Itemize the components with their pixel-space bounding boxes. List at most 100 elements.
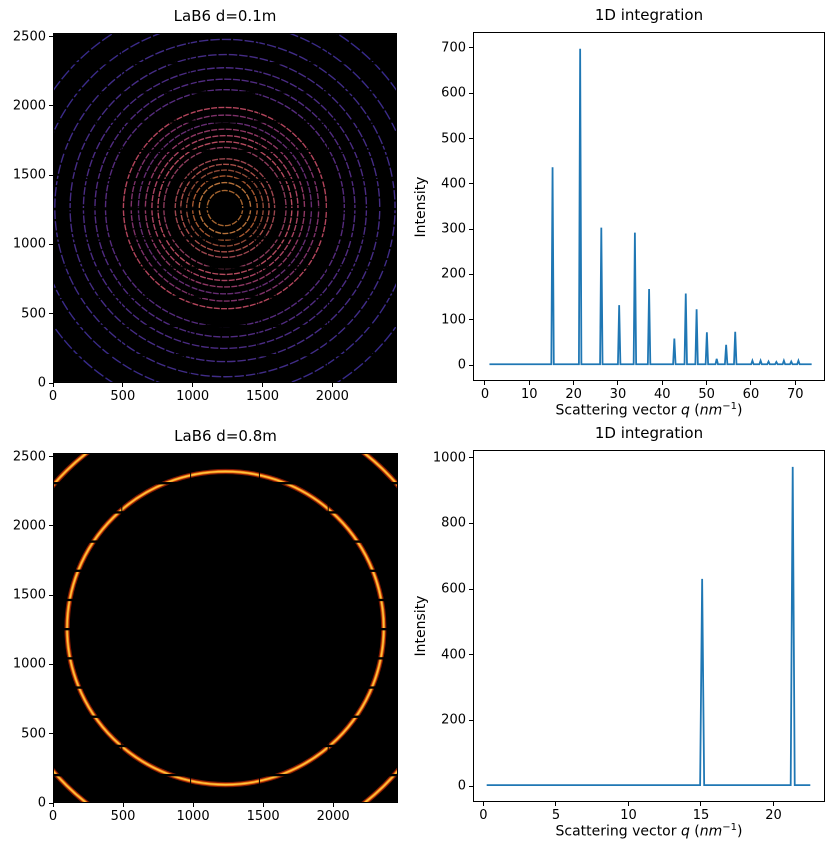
- x-tick-label: 30: [609, 387, 627, 402]
- x-axis-label: Scattering vector q (nm−1): [555, 401, 743, 419]
- integration-plot-d08: [473, 450, 825, 802]
- x-tick-label: 0: [479, 808, 488, 823]
- x-tick-mark: [617, 381, 619, 385]
- x-tick-label: 0: [48, 389, 58, 404]
- y-tick-label: 100: [441, 312, 466, 328]
- y-tick-mark: [49, 105, 53, 107]
- x-tick-label: 70: [787, 387, 804, 402]
- module-gap-horizontal: [54, 208, 396, 211]
- y-tick-label: 1000: [12, 236, 46, 252]
- module-gap-horizontal: [54, 773, 397, 777]
- y-tick-mark: [469, 364, 473, 366]
- x-tick-label: 5: [551, 808, 561, 823]
- y-tick-mark: [469, 654, 473, 656]
- x-axis-label: Scattering vector q (nm−1): [555, 822, 743, 840]
- module-gap-vertical: [326, 34, 328, 382]
- y-tick-label: 600: [441, 581, 466, 597]
- y-tick-mark: [49, 525, 53, 527]
- module-gap-vertical: [189, 34, 191, 382]
- module-gap-horizontal: [54, 482, 397, 485]
- module-gap-horizontal: [54, 569, 397, 572]
- y-tick-label: 500: [441, 131, 466, 146]
- y-tick-mark: [469, 588, 473, 590]
- x-tick-mark: [627, 802, 629, 806]
- x-tick-mark: [773, 802, 774, 806]
- y-tick-mark: [469, 228, 473, 230]
- module-gap-vertical: [121, 454, 123, 802]
- module-gap-horizontal: [54, 91, 396, 94]
- x-tick-mark: [700, 802, 702, 806]
- module-gap-vertical: [258, 34, 260, 382]
- module-gap-horizontal: [54, 511, 397, 514]
- y-tick-label: 800: [441, 515, 466, 531]
- x-tick-mark: [122, 383, 124, 387]
- y-tick-mark: [469, 785, 473, 787]
- module-gap-horizontal: [54, 324, 396, 328]
- x-tick-mark: [332, 803, 334, 807]
- module-gap-horizontal: [54, 628, 397, 631]
- y-tick-label: 0: [457, 357, 466, 373]
- detector-image-d08: [53, 453, 398, 803]
- x-tick-mark: [331, 383, 333, 387]
- y-tick-mark: [49, 382, 53, 384]
- x-tick-mark: [192, 803, 194, 807]
- x-tick-mark: [122, 803, 124, 807]
- x-tick-label: 20: [765, 808, 782, 823]
- y-tick-label: 500: [21, 726, 46, 742]
- y-tick-label: 300: [441, 221, 466, 237]
- y-tick-mark: [469, 92, 473, 94]
- module-gap-horizontal: [54, 237, 396, 240]
- y-tick-mark: [49, 594, 53, 596]
- module-gap-horizontal: [54, 657, 397, 660]
- module-gap-horizontal: [54, 598, 397, 602]
- y-axis-label: Intensity: [413, 595, 429, 657]
- x-tick-mark: [661, 381, 663, 385]
- y-tick-mark: [469, 47, 473, 49]
- intensity-curve: [489, 48, 812, 366]
- y-tick-mark: [469, 273, 473, 275]
- y-tick-label: 1000: [432, 450, 466, 466]
- y-tick-mark: [469, 522, 473, 524]
- plot-title-integration-d01: 1D integration: [594, 6, 704, 24]
- module-gap-vertical: [121, 34, 123, 382]
- y-tick-mark: [469, 457, 473, 459]
- y-tick-mark: [469, 183, 473, 185]
- y-tick-label: 0: [37, 375, 46, 391]
- module-gap-horizontal: [54, 686, 397, 689]
- x-tick-label: 500: [110, 809, 136, 824]
- x-tick-mark: [192, 383, 194, 387]
- x-tick-mark: [555, 802, 557, 806]
- detector-image-panel-d08: LaB6 d=0.8m 0 500 1000 1500 2000 0 500 1000 1500…: [13, 427, 398, 824]
- x-tick-label: 1500: [245, 389, 280, 404]
- plot-title-integration-d08: 1D integration: [594, 424, 704, 442]
- module-gap-horizontal: [54, 120, 396, 123]
- y-tick-mark: [469, 138, 473, 139]
- x-tick-mark: [52, 803, 54, 807]
- diffraction-ring: [198, 181, 252, 235]
- x-tick-label: 20: [565, 387, 582, 402]
- x-tick-label: 1000: [176, 389, 210, 404]
- x-tick-mark: [484, 381, 486, 385]
- y-tick-mark: [49, 174, 53, 176]
- y-tick-mark: [49, 663, 53, 665]
- y-tick-mark: [469, 719, 473, 721]
- x-tick-label: 40: [654, 387, 671, 402]
- y-tick-label: 2000: [12, 98, 46, 114]
- x-tick-mark: [262, 383, 263, 387]
- module-gap-horizontal: [54, 744, 397, 748]
- x-tick-label: 10: [620, 808, 637, 823]
- y-tick-label: 400: [441, 647, 466, 663]
- integration-plot-d01: [473, 32, 825, 381]
- x-tick-label: 1000: [176, 809, 210, 824]
- module-gap-horizontal: [54, 266, 396, 269]
- x-tick-mark: [528, 381, 530, 385]
- y-tick-label: 0: [37, 795, 46, 811]
- y-tick-mark: [49, 243, 53, 245]
- y-tick-label: 1000: [12, 656, 46, 672]
- module-gap-vertical: [258, 454, 260, 802]
- x-tick-mark: [750, 381, 752, 385]
- y-tick-mark: [49, 733, 53, 735]
- integration-plot-panel-d01: 1D integration Intensity Scattering vect…: [413, 6, 825, 419]
- x-tick-label: 2000: [315, 389, 349, 404]
